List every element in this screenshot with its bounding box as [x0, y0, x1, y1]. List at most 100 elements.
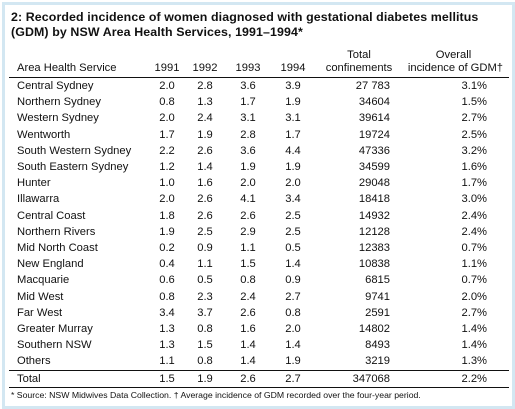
cell-1992: 1.3 [197, 96, 213, 109]
cell-area: Northern Sydney [17, 96, 101, 109]
cell-1991: 1.3 [159, 323, 175, 336]
header-overall-incidence-line2: incidence of GDM† [407, 62, 503, 74]
cell-1992: 1.9 [197, 128, 213, 141]
cell-1993: 2.0 [240, 177, 256, 190]
cell-overall-incidence: 3.1% [461, 80, 488, 92]
cell-total-confinements: 6815 [365, 274, 390, 287]
header-total-confinements: Total confinements [314, 49, 404, 78]
table-container: Area Health Service 1991 1992 1993 1994 … [9, 49, 509, 388]
cell-overall-incidence: 0.7% [461, 274, 488, 287]
table-row: Greater Murray 1.3 0.8 1.6 2.0 14802 1.4… [9, 321, 509, 337]
cell-1993: 2.6 [240, 306, 256, 319]
cell-total-confinements: 19724 [358, 128, 390, 141]
cell-1991: 2.0 [159, 112, 175, 125]
cell-1993: 1.4 [240, 339, 256, 352]
cell-1992: 1.6 [197, 177, 213, 190]
cell-1991: 2.2 [159, 144, 175, 157]
cell-total-confinements: 12383 [358, 242, 390, 255]
cell-1991: 1.0 [159, 177, 175, 190]
cell-total-confinements: 29048 [358, 177, 390, 190]
cell-overall-incidence: 1.7% [461, 177, 488, 190]
cell-1993: 3.6 [240, 144, 256, 157]
cell-1991: 2.0 [159, 193, 175, 206]
header-1994: 1994 [272, 49, 314, 78]
table-row: Northern Rivers 1.9 2.5 2.9 2.5 12128 2.… [9, 224, 509, 240]
cell-overall-incidence: 2.4% [461, 209, 488, 222]
header-area: Area Health Service [9, 49, 148, 78]
cell-1992: 2.6 [197, 209, 213, 222]
cell-total-confinements: 10838 [358, 258, 390, 271]
cell-1991: 0.8 [159, 96, 175, 109]
table-row: Hunter 1.0 1.6 2.0 2.0 29048 1.7% [9, 175, 509, 191]
cell-overall-incidence: 2.2% [404, 369, 509, 388]
cell-1992: 0.5 [197, 274, 213, 287]
cell-1994: 2.5 [285, 225, 301, 238]
table-title: 2: Recorded incidence of women diagnosed… [11, 10, 479, 39]
cell-1991: 0.8 [159, 290, 175, 303]
table-row: Central Sydney 2.0 2.8 3.6 3.9 27 783 3.… [9, 78, 509, 95]
cell-area: South Western Sydney [17, 144, 132, 157]
header-total-confinements-line2: confinements [325, 62, 393, 74]
cell-1993: 2.4 [240, 290, 256, 303]
cell-1994: 2.0 [285, 177, 301, 190]
cell-total-confinements: 34599 [358, 161, 390, 174]
cell-1991: 1.7 [159, 128, 175, 141]
cell-1993: 3.1 [240, 112, 256, 125]
cell-1994: 3.1 [285, 112, 301, 125]
cell-total-confinements: 12128 [358, 225, 390, 238]
cell-1994: 1.7 [285, 128, 301, 141]
cell-1991: 1.9 [159, 225, 175, 238]
cell-1991: 1.8 [159, 209, 175, 222]
cell-total-confinements: 34604 [358, 96, 390, 109]
cell-1994: 2.7 [272, 369, 314, 388]
cell-1994: 0.8 [285, 306, 301, 319]
cell-area: Mid North Coast [17, 242, 98, 255]
cell-overall-incidence: 1.1% [461, 258, 488, 271]
cell-1991: 1.5 [148, 369, 186, 388]
cell-area: Central Sydney [17, 80, 94, 92]
cell-1993: 1.7 [240, 96, 256, 109]
header-1992: 1992 [186, 49, 224, 78]
table-row: Illawarra 2.0 2.6 4.1 3.4 18418 3.0% [9, 191, 509, 207]
cell-area: Macquarie [17, 274, 70, 287]
cell-area: Far West [17, 306, 63, 319]
cell-1993: 1.1 [240, 242, 256, 255]
cell-total-confinements: 14932 [358, 209, 390, 222]
table-row: South Western Sydney 2.2 2.6 3.6 4.4 473… [9, 143, 509, 159]
cell-1994: 0.9 [285, 274, 301, 287]
table-row: South Eastern Sydney 1.2 1.4 1.9 1.9 345… [9, 159, 509, 175]
cell-1992: 2.8 [197, 80, 213, 92]
table-row: Mid West 0.8 2.3 2.4 2.7 9741 2.0% [9, 289, 509, 305]
cell-area: Greater Murray [17, 323, 93, 336]
cell-1993: 0.8 [240, 274, 256, 287]
cell-overall-incidence: 1.3% [461, 355, 488, 368]
table-row: Macquarie 0.6 0.5 0.8 0.9 6815 0.7% [9, 272, 509, 288]
cell-area: South Eastern Sydney [17, 161, 129, 174]
table-row: Northern Sydney 0.8 1.3 1.7 1.9 34604 1.… [9, 94, 509, 110]
cell-total-confinements: 14802 [358, 323, 390, 336]
cell-total-confinements: 18418 [358, 193, 390, 206]
cell-1993: 3.6 [240, 80, 256, 92]
cell-1992: 2.6 [197, 193, 213, 206]
cell-total-confinements: 39614 [358, 112, 390, 125]
cell-1992: 1.4 [197, 161, 213, 174]
cell-1994: 0.5 [285, 242, 301, 255]
table-row: Central Coast 1.8 2.6 2.6 2.5 14932 2.4% [9, 208, 509, 224]
cell-1993: 1.5 [240, 258, 256, 271]
cell-1992: 0.8 [197, 355, 213, 368]
cell-1991: 0.6 [159, 274, 175, 287]
cell-1994: 2.0 [285, 323, 301, 336]
cell-1993: 2.8 [240, 128, 256, 141]
header-total-confinements-line1: Total [347, 49, 371, 61]
cell-overall-incidence: 1.5% [461, 96, 488, 109]
cell-1994: 2.7 [285, 290, 301, 303]
cell-area: Hunter [17, 177, 51, 190]
cell-1992: 2.4 [197, 112, 213, 125]
table-row: Wentworth 1.7 1.9 2.8 1.7 19724 2.5% [9, 127, 509, 143]
cell-1991: 3.4 [159, 306, 175, 319]
cell-1994: 1.4 [285, 258, 301, 271]
cell-area: Illawarra [17, 193, 60, 206]
cell-1993: 2.6 [224, 369, 272, 388]
header-overall-incidence-line1: Overall [435, 49, 472, 61]
